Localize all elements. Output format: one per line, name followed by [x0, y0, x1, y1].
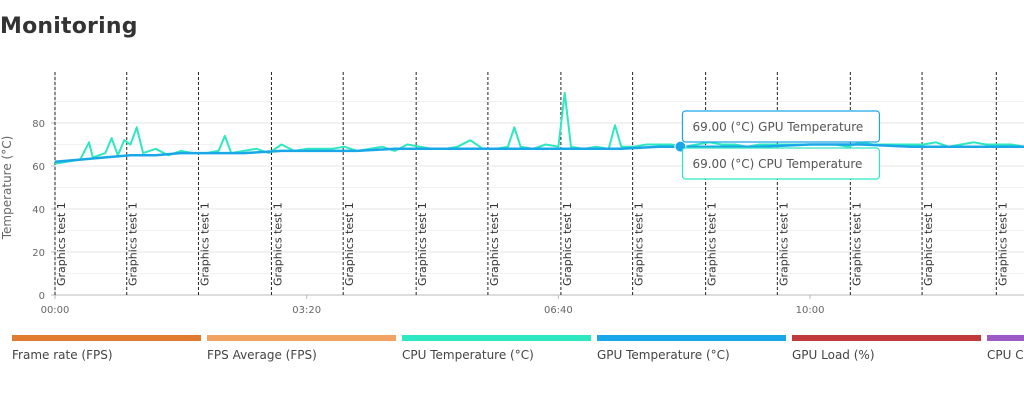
legend-label: GPU Temperature (°C) — [597, 348, 730, 362]
legend-label: Frame rate (FPS) — [12, 348, 113, 362]
legend-swatch — [987, 335, 1024, 341]
legend-swatch — [792, 335, 981, 341]
test-marker-label: Graphics test 1 — [561, 202, 574, 286]
test-marker-label: Graphics test 1 — [416, 202, 429, 286]
legend-swatch — [12, 335, 201, 341]
chart-legend: Frame rate (FPS) FPS Average (FPS) CPU Tem… — [0, 335, 1024, 375]
test-marker-label: Graphics test 1 — [198, 202, 211, 286]
cpu-temperature-line — [54, 91, 1024, 165]
y-axis-title: Temperature (°C) — [0, 136, 14, 241]
gpu-temperature-line — [54, 143, 1024, 163]
test-marker-label: Graphics test 1 — [127, 202, 140, 286]
tooltip-box — [681, 110, 881, 143]
legend-item[interactable]: GPU Load (%) — [792, 335, 987, 375]
tooltip-box — [681, 147, 881, 180]
y-tick-label: 0 — [39, 291, 45, 302]
x-tick-label: 00:00 — [41, 305, 70, 316]
temperature-chart: 0 20 40 60 80 00:00 03:20 06:40 10:00 Temperature… — [0, 72, 1024, 316]
test-marker-label: Graphics test 1 — [343, 202, 356, 286]
test-marker-label: Graphics test 1 — [271, 202, 284, 286]
tooltip-text: 69.00 (°C) GPU Temperature — [692, 120, 863, 134]
legend-label: CPU Clo — [987, 348, 1024, 362]
y-tick-label: 20 — [32, 248, 45, 259]
legend-swatch — [207, 335, 396, 341]
test-marker-label: Graphics test 1 — [488, 202, 501, 286]
x-tick-label: 06:40 — [544, 305, 573, 316]
page-title: Monitoring — [0, 14, 138, 39]
tooltip-text: 69.00 (°C) CPU Temperature — [692, 157, 862, 171]
x-tick-label: 10:00 — [796, 305, 825, 316]
legend-swatch — [402, 335, 591, 341]
y-tick-label: 40 — [32, 205, 45, 216]
test-marker-label: Graphics test 1 — [850, 202, 863, 286]
x-tick-label: 03:20 — [292, 305, 321, 316]
legend-swatch — [597, 335, 786, 341]
legend-item[interactable]: CPU Temperature (°C) — [402, 335, 597, 375]
y-tick-label: 60 — [32, 162, 45, 173]
test-marker-label: Graphics test 1 — [777, 202, 790, 286]
y-tick-label: 80 — [32, 119, 45, 130]
test-marker-label: Graphics test 1 — [706, 202, 719, 286]
test-marker-label: Graphics test 1 — [922, 202, 935, 286]
legend-item[interactable]: GPU Temperature (°C) — [597, 335, 792, 375]
legend-item[interactable]: CPU Clo — [987, 335, 1024, 375]
test-marker-label: Graphics test 1 — [996, 202, 1009, 286]
legend-label: GPU Load (%) — [792, 348, 875, 362]
test-marker-label: Graphics test 1 — [633, 202, 646, 286]
test-marker-label: Graphics test 1 — [55, 202, 68, 286]
legend-item[interactable]: FPS Average (FPS) — [207, 335, 402, 375]
legend-item[interactable]: Frame rate (FPS) — [12, 335, 207, 375]
legend-label: CPU Temperature (°C) — [402, 348, 534, 362]
legend-label: FPS Average (FPS) — [207, 348, 317, 362]
